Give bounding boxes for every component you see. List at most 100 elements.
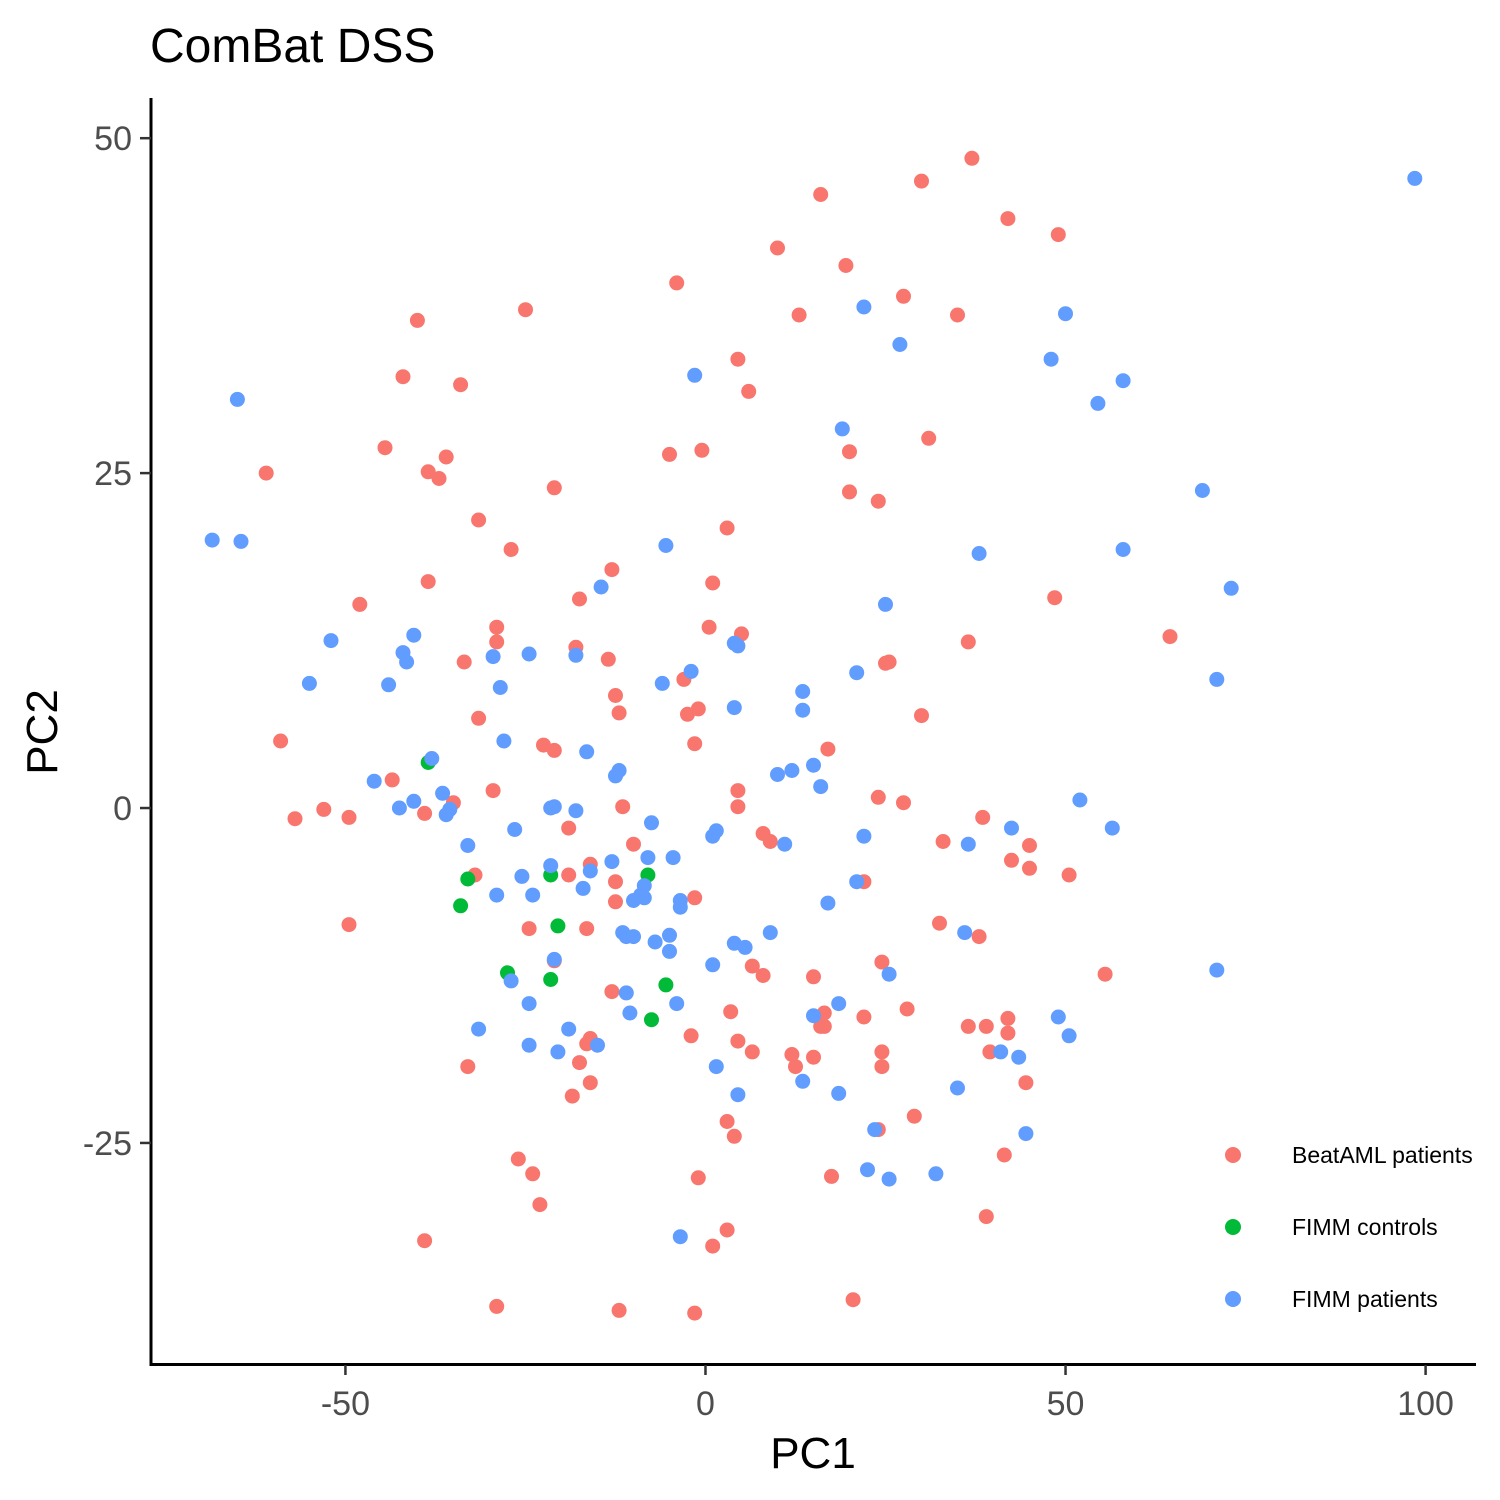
point-beataml-patients bbox=[870, 493, 886, 509]
point-beataml-patients bbox=[719, 1222, 735, 1238]
point-beataml-patients bbox=[921, 430, 937, 446]
point-beataml-patients bbox=[582, 1075, 598, 1091]
point-fimm-patients bbox=[665, 850, 681, 866]
point-fimm-patients bbox=[1043, 351, 1059, 367]
point-fimm-patients bbox=[820, 895, 836, 911]
point-fimm-patients bbox=[496, 733, 512, 749]
y-tick-label: 0 bbox=[113, 790, 132, 828]
point-beataml-patients bbox=[762, 834, 778, 849]
point-fimm-patients bbox=[604, 854, 620, 870]
point-beataml-patients bbox=[1061, 867, 1077, 883]
point-fimm-controls bbox=[543, 972, 559, 987]
y-tick-label: 25 bbox=[94, 455, 132, 493]
point-beataml-patients bbox=[471, 512, 487, 528]
point-fimm-patients bbox=[626, 929, 641, 945]
point-beataml-patients bbox=[842, 484, 857, 500]
point-fimm-patients bbox=[590, 1037, 605, 1053]
point-fimm-patients bbox=[654, 675, 670, 691]
point-fimm-patients bbox=[834, 421, 850, 437]
legend-key-beataml-patients bbox=[1225, 1147, 1241, 1163]
point-fimm-patients bbox=[323, 633, 339, 649]
point-beataml-patients bbox=[669, 275, 685, 291]
y-axis-title: PC2 bbox=[18, 689, 67, 775]
point-beataml-patients bbox=[932, 915, 947, 931]
point-fimm-patients bbox=[391, 800, 407, 816]
point-fimm-patients bbox=[813, 779, 829, 795]
point-beataml-patients bbox=[791, 307, 807, 323]
point-beataml-patients bbox=[420, 574, 436, 590]
point-beataml-patients bbox=[417, 805, 433, 821]
point-beataml-patients bbox=[935, 834, 951, 849]
point-beataml-patients bbox=[1022, 860, 1037, 876]
point-beataml-patients bbox=[662, 446, 677, 462]
point-beataml-patients bbox=[975, 809, 991, 825]
point-beataml-patients bbox=[687, 736, 703, 752]
point-fimm-patients bbox=[593, 579, 609, 595]
point-beataml-patients bbox=[701, 619, 717, 635]
point-beataml-patients bbox=[525, 1166, 541, 1182]
point-beataml-patients bbox=[784, 1047, 800, 1062]
point-beataml-patients bbox=[870, 789, 886, 805]
point-beataml-patients bbox=[579, 921, 595, 937]
point-beataml-patients bbox=[1018, 1075, 1034, 1091]
point-beataml-patients bbox=[719, 1114, 735, 1129]
point-fimm-patients bbox=[568, 647, 584, 663]
point-beataml-patients bbox=[806, 969, 821, 985]
point-fimm-patients bbox=[867, 1122, 883, 1138]
point-beataml-patients bbox=[982, 1044, 998, 1060]
point-fimm-patients bbox=[1209, 671, 1225, 687]
legend-label-fimm-controls: FIMM controls bbox=[1292, 1214, 1438, 1240]
point-fimm-patients bbox=[849, 874, 865, 890]
point-beataml-patients bbox=[438, 449, 454, 465]
point-fimm-patients bbox=[435, 785, 451, 801]
point-fimm-patients bbox=[471, 1021, 487, 1037]
point-fimm-patients bbox=[644, 815, 659, 831]
point-beataml-patients bbox=[690, 701, 706, 717]
point-beataml-patients bbox=[978, 1018, 994, 1034]
point-beataml-patients bbox=[1050, 227, 1066, 243]
point-beataml-patients bbox=[744, 958, 760, 974]
point-fimm-controls bbox=[453, 898, 469, 914]
point-fimm-patients bbox=[438, 807, 454, 823]
point-fimm-patients bbox=[1223, 580, 1239, 596]
point-beataml-patients bbox=[460, 1059, 476, 1075]
point-fimm-patients bbox=[406, 793, 422, 809]
point-fimm-patients bbox=[1050, 1009, 1066, 1025]
point-beataml-patients bbox=[608, 688, 623, 703]
point-fimm-patients bbox=[381, 677, 397, 693]
point-fimm-patients bbox=[543, 858, 559, 874]
point-beataml-patients bbox=[341, 917, 357, 933]
point-beataml-patients bbox=[1097, 966, 1113, 982]
point-beataml-patients bbox=[730, 799, 746, 815]
point-beataml-patients bbox=[874, 1059, 890, 1075]
point-beataml-patients bbox=[690, 1170, 706, 1186]
point-beataml-patients bbox=[899, 1001, 915, 1017]
point-fimm-patients bbox=[636, 890, 652, 906]
point-beataml-patients bbox=[770, 240, 785, 256]
point-fimm-patients bbox=[622, 1005, 638, 1021]
point-fimm-patients bbox=[737, 939, 753, 955]
point-fimm-patients bbox=[521, 996, 537, 1012]
point-beataml-patients bbox=[960, 1018, 976, 1034]
point-fimm-patients bbox=[726, 700, 742, 716]
point-fimm-patients bbox=[507, 822, 523, 837]
point-beataml-patients bbox=[471, 710, 487, 726]
point-beataml-patients bbox=[503, 542, 519, 557]
x-axis-title: PC1 bbox=[770, 1429, 856, 1478]
point-beataml-patients bbox=[816, 1018, 832, 1034]
point-fimm-patients bbox=[856, 299, 872, 315]
point-fimm-patients bbox=[1090, 395, 1106, 411]
point-fimm-patients bbox=[485, 649, 501, 665]
point-beataml-patients bbox=[564, 1088, 580, 1104]
legend-key-fimm-controls bbox=[1225, 1219, 1241, 1235]
point-fimm-controls bbox=[644, 1012, 659, 1028]
point-fimm-patients bbox=[1004, 820, 1019, 836]
point-fimm-patients bbox=[525, 887, 541, 903]
point-fimm-patients bbox=[521, 646, 537, 662]
legend-label-beataml-patients: BeatAML patients bbox=[1292, 1142, 1473, 1168]
point-fimm-patients bbox=[672, 1229, 688, 1245]
point-fimm-patients bbox=[856, 828, 872, 844]
point-beataml-patients bbox=[978, 1209, 994, 1225]
point-beataml-patients bbox=[1000, 1025, 1016, 1041]
point-beataml-patients bbox=[600, 651, 616, 667]
